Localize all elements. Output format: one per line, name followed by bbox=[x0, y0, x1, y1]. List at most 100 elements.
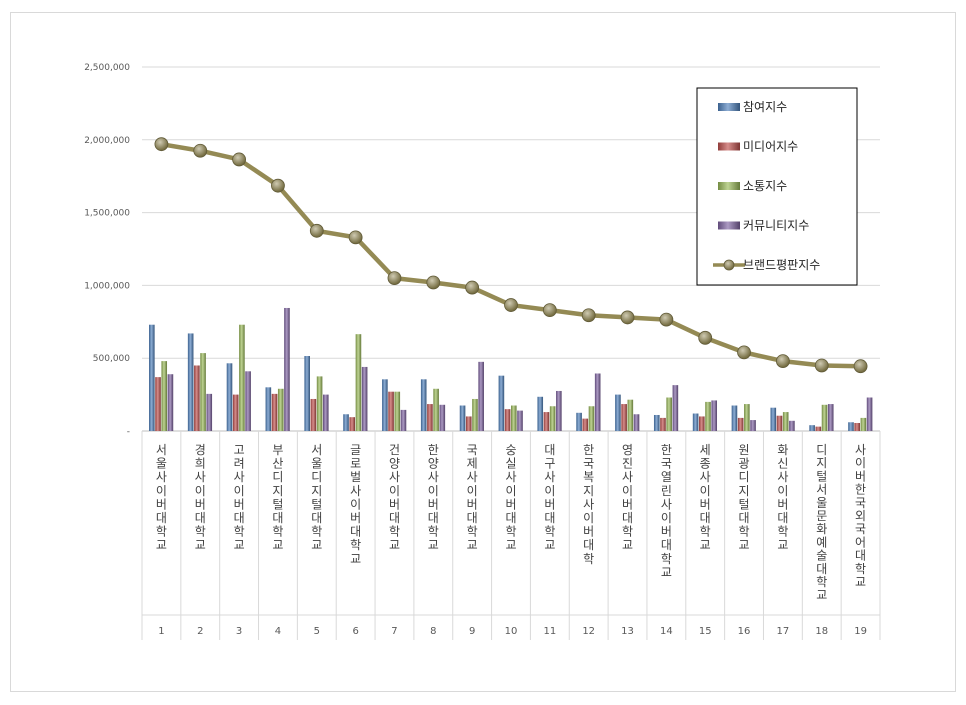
category-label-char: 버 bbox=[544, 497, 555, 511]
bar-소통지수 bbox=[860, 417, 867, 431]
legend-label-커뮤니티지수: 커뮤니티지수 bbox=[743, 219, 809, 233]
rank-label: 1 bbox=[158, 626, 164, 637]
category-label-char: 이 bbox=[195, 484, 206, 498]
bar-미디어지수 bbox=[621, 404, 627, 431]
category-label-char: 사 bbox=[855, 443, 866, 457]
category-label-char: 대 bbox=[195, 511, 206, 525]
category-label-char: 디 bbox=[816, 443, 827, 457]
category-label-char: 대 bbox=[583, 538, 594, 552]
bar-series bbox=[149, 307, 873, 431]
bar-참여지수 bbox=[187, 333, 194, 431]
bar-소통지수 bbox=[588, 406, 595, 431]
bar-참여지수 bbox=[615, 394, 621, 431]
category-label-char: 학 bbox=[234, 525, 245, 539]
bar-미디어지수 bbox=[310, 398, 317, 431]
category-label-char: 고 bbox=[234, 443, 245, 457]
bar-소통지수 bbox=[782, 412, 789, 431]
category-label-char: 버 bbox=[777, 497, 788, 511]
point-브랜드평판지수 bbox=[737, 345, 751, 360]
category-label-char: 대 bbox=[700, 511, 711, 525]
category-label-char: 대 bbox=[544, 443, 555, 457]
category-label-char: 이 bbox=[661, 511, 672, 525]
point-브랜드평판지수 bbox=[853, 359, 868, 374]
legend-swatch-미디어지수 bbox=[718, 142, 740, 151]
y-axis-ticks: - 500,000 1,000,000 1,500,000 2,000,000 2,500… bbox=[84, 63, 130, 437]
bar-커뮤니티지수 bbox=[284, 307, 290, 431]
category-label-char: 실 bbox=[505, 457, 516, 471]
category-label-char: 이 bbox=[855, 456, 866, 470]
category-label-char: 려 bbox=[234, 457, 245, 471]
category-label-char: 학 bbox=[311, 525, 322, 539]
rank-label: 17 bbox=[777, 626, 790, 637]
bar-소통지수 bbox=[821, 404, 828, 431]
rank-label: 13 bbox=[621, 626, 634, 637]
bar-참여지수 bbox=[420, 379, 427, 431]
category-label-char: 경 bbox=[195, 443, 206, 457]
category-label-char: 학 bbox=[777, 525, 788, 539]
bar-소통지수 bbox=[511, 405, 517, 431]
bar-미디어지수 bbox=[427, 404, 433, 431]
point-브랜드평판지수 bbox=[309, 223, 324, 238]
category-label-char: 사 bbox=[428, 470, 439, 484]
category-label-char: 광 bbox=[739, 457, 750, 471]
category-label-char: 대 bbox=[311, 511, 322, 525]
bar-소통지수 bbox=[200, 353, 206, 431]
bar-미디어지수 bbox=[194, 365, 200, 431]
category-label-char: 한 bbox=[661, 443, 672, 457]
category-label-char: 대 bbox=[428, 511, 439, 525]
category-label-char: 디 bbox=[272, 470, 283, 484]
category-label-char: 버 bbox=[467, 497, 478, 511]
line-series bbox=[154, 137, 868, 374]
rank-label: 6 bbox=[352, 626, 358, 637]
category-label-char: 화 bbox=[816, 522, 827, 536]
bar-미디어지수 bbox=[776, 415, 783, 431]
bar-소통지수 bbox=[627, 399, 634, 431]
point-브랜드평판지수 bbox=[698, 330, 713, 345]
category-label-char: 이 bbox=[777, 484, 788, 498]
rank-label: 16 bbox=[738, 626, 751, 637]
rank-label: 10 bbox=[505, 626, 518, 637]
category-label-char: 교 bbox=[156, 538, 167, 552]
category-label-char: 학 bbox=[816, 575, 827, 589]
y-tick-label: 2,000,000 bbox=[84, 136, 130, 146]
category-label-char: 한 bbox=[855, 483, 866, 497]
point-브랜드평판지수 bbox=[271, 178, 285, 193]
category-label-char: 영 bbox=[622, 443, 633, 457]
bar-참여지수 bbox=[731, 405, 738, 431]
rank-label: 2 bbox=[197, 626, 203, 637]
category-label-char: 버 bbox=[156, 497, 167, 511]
category-label-char: 사 bbox=[700, 470, 711, 484]
category-label-char: 학 bbox=[544, 525, 555, 539]
bar-참여지수 bbox=[653, 414, 660, 431]
category-label-char: 문 bbox=[816, 509, 827, 523]
point-브랜드평판지수 bbox=[387, 271, 402, 286]
rank-label: 12 bbox=[582, 626, 595, 637]
bar-미디어지수 bbox=[854, 422, 860, 431]
category-label-char: 예 bbox=[816, 535, 827, 549]
category-label-char: 대 bbox=[622, 511, 633, 525]
bar-소통지수 bbox=[433, 388, 439, 431]
bar-소통지수 bbox=[666, 397, 672, 431]
category-label-char: 버 bbox=[622, 497, 633, 511]
category-label-char: 건 bbox=[389, 443, 400, 457]
bar-커뮤니티지수 bbox=[556, 390, 562, 431]
category-label-char: 교 bbox=[544, 538, 555, 552]
category-label-char: 교 bbox=[428, 538, 439, 552]
y-tick-label: - bbox=[127, 427, 130, 437]
category-label-char: 국 bbox=[855, 496, 866, 510]
category-label-char: 국 bbox=[583, 457, 594, 471]
category-label-char: 교 bbox=[700, 538, 711, 552]
category-label-char: 울 bbox=[156, 457, 167, 471]
category-label-char: 제 bbox=[467, 457, 478, 471]
category-label-char: 버 bbox=[700, 497, 711, 511]
category-label-char: 서 bbox=[156, 443, 167, 457]
category-label-char: 사 bbox=[195, 470, 206, 484]
category-label-char: 교 bbox=[311, 538, 322, 552]
bar-참여지수 bbox=[382, 379, 388, 431]
category-label-char: 털 bbox=[272, 497, 283, 511]
category-label-char: 대 bbox=[272, 511, 283, 525]
category-label-char: 양 bbox=[428, 457, 439, 471]
category-label-char: 교 bbox=[739, 538, 750, 552]
category-label-char: 버 bbox=[428, 497, 439, 511]
category-label-char: 로 bbox=[350, 457, 361, 471]
